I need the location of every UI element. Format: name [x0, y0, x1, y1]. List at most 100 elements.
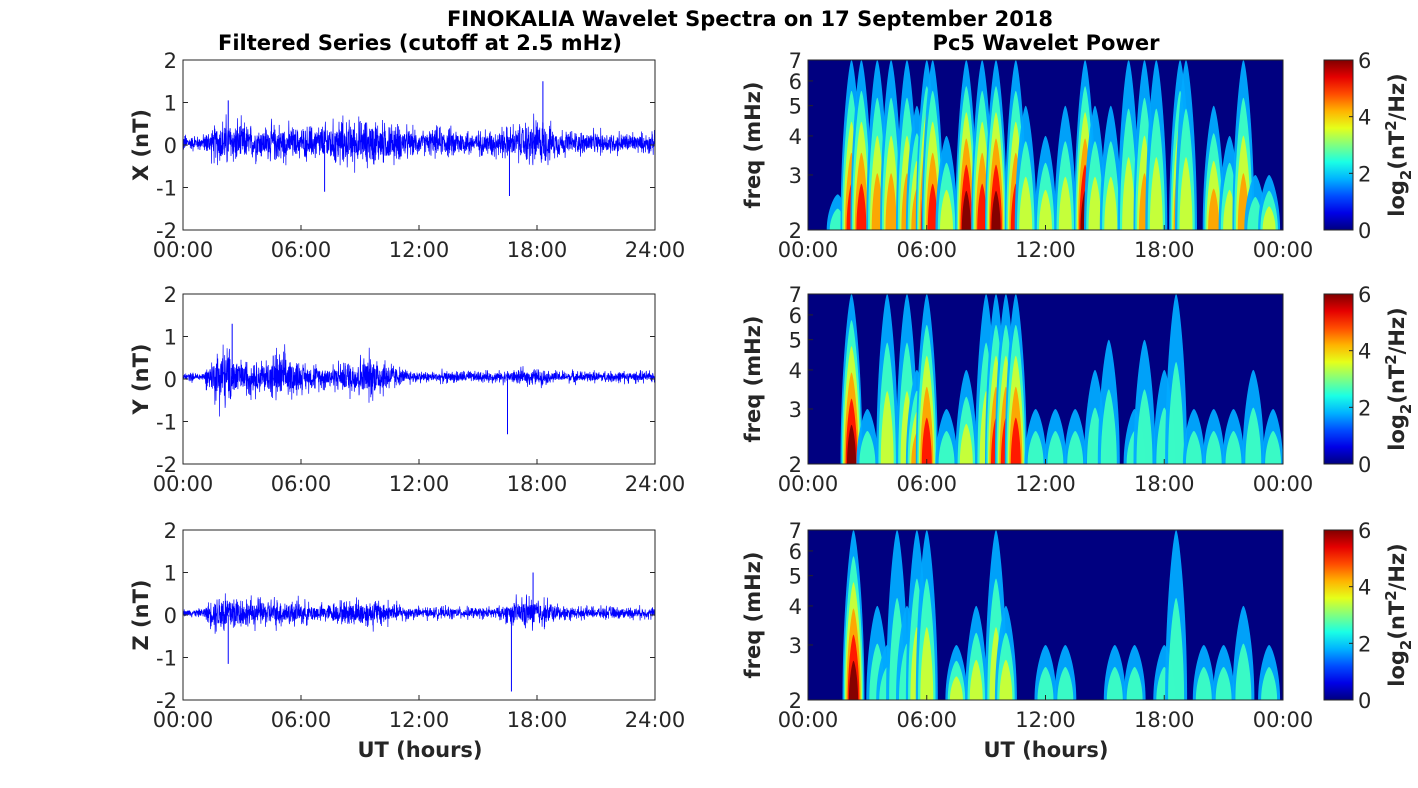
colorbar-label: log2(nT2/Hz) [1382, 73, 1415, 217]
colorbar-tick-label: 2 [1358, 632, 1371, 656]
wavelet-power-level [1067, 431, 1084, 464]
wavelet-power-level [1208, 188, 1220, 230]
wavelet-event [1182, 409, 1205, 464]
wavelet-power-level [856, 183, 867, 230]
colorbar-tick-label: 4 [1358, 576, 1371, 600]
wavelet-event [1024, 409, 1047, 464]
wavelet-event [1232, 605, 1255, 700]
wavelet-event [935, 409, 958, 464]
x-tick-label: 06:00 [271, 472, 332, 496]
wavelet-event [1175, 60, 1197, 230]
x-tick-label: 12:00 [1015, 472, 1076, 496]
wavelet-event [1165, 530, 1188, 700]
wavelet-power-level [885, 173, 897, 230]
wavelet-event [1222, 409, 1245, 464]
series-line-y [182, 344, 656, 417]
wavelet-event [1054, 105, 1077, 230]
series-panel-x: -2 -1 0 1 2 00:00 06:00 12:00 18:00 24:00 X (nT) [129, 49, 685, 262]
freq-tick-label: 2 [789, 689, 802, 713]
colorbar-tick-label: 2 [1358, 162, 1371, 186]
y-tick-label: -1 [156, 177, 177, 201]
x-tick-label: 24:00 [625, 472, 686, 496]
x-tick-label: 06:00 [271, 238, 332, 262]
x-tick-label: 00:00 [153, 708, 214, 732]
wavelet-event [1202, 409, 1225, 464]
colorbar-tick-label: 2 [1358, 396, 1371, 420]
colorbar-tick-label: 0 [1358, 689, 1371, 713]
y-axis-label: Y (nT) [129, 344, 153, 416]
colorbar-gradient [1323, 293, 1354, 465]
wavelet-power-level [1100, 389, 1117, 464]
wavelet-event [915, 530, 938, 700]
freq-tick-label: 7 [789, 49, 802, 73]
wavelet-power-level [1057, 667, 1074, 700]
x-tick-label: 12:00 [1015, 238, 1076, 262]
colorbar-gradient [1323, 59, 1354, 231]
x-tick-label: 12:00 [389, 238, 450, 262]
wavelet-power-level [969, 659, 983, 700]
x-tick-label: 18:00 [1134, 472, 1195, 496]
colorbar-tick-label: 4 [1358, 106, 1371, 130]
x-tick-label: 00:00 [153, 472, 214, 496]
wavelet-event [1258, 645, 1281, 700]
x-tick-label: 18:00 [507, 708, 568, 732]
x-tick-label: 18:00 [507, 238, 568, 262]
y-tick-label: -1 [156, 411, 177, 435]
wavelet-power-level [848, 660, 859, 700]
colorbar-tick-label: 6 [1358, 49, 1371, 73]
wavelet-event [1145, 60, 1168, 230]
wavelet-power-level [1265, 431, 1282, 464]
x-tick-label: 00:00 [1253, 472, 1314, 496]
wavelet-power-level [1037, 667, 1054, 700]
y-tick-label: -2 [156, 219, 177, 243]
series-line-x [182, 113, 656, 173]
freq-tick-label: 6 [789, 304, 802, 328]
wavelet-power-level [961, 190, 971, 230]
freq-tick-label: 4 [789, 595, 802, 619]
x-tick-label: 24:00 [625, 708, 686, 732]
y-tick-label: -2 [156, 689, 177, 713]
wavelet-event [1099, 105, 1122, 230]
freq-tick-label: 6 [789, 70, 802, 94]
wavelet-panel-y: 2 3 4 567 00:00 06:00 12:00 18:00 00:00 freq (mHz… [741, 283, 1313, 496]
wavelet-power-level [1185, 431, 1202, 464]
y-tick-label: 2 [164, 283, 177, 307]
wavelet-event [1202, 105, 1225, 230]
wavelet-power-level [1168, 362, 1185, 464]
x-tick-label: 12:00 [389, 472, 450, 496]
left-column-title: Filtered Series (cutoff at 2.5 mHz) [218, 31, 622, 55]
wavelet-event [856, 409, 879, 464]
wavelet-event [842, 530, 865, 700]
wavelet-event [840, 294, 863, 464]
wavelet-power-level [991, 190, 1001, 230]
wavelet-power-level [880, 391, 894, 464]
x-tick-label: 18:00 [1134, 238, 1195, 262]
y-tick-label: 0 [164, 604, 177, 628]
y-tick-label: 0 [164, 368, 177, 392]
freq-tick-label: 5 [789, 329, 802, 353]
wavelet-event [1044, 409, 1067, 464]
colorbar: 0 2 4 6 log2(nT2/Hz) [1323, 519, 1415, 713]
freq-tick-label: 4 [789, 125, 802, 149]
wavelet-event [1123, 645, 1146, 700]
wavelet-power-level [1261, 667, 1278, 700]
x-tick-label: 06:00 [896, 708, 957, 732]
wavelet-power-level [859, 431, 876, 464]
freq-axis-label: freq (mHz) [741, 316, 765, 443]
colorbar: 0 2 4 6 log2(nT2/Hz) [1323, 283, 1415, 477]
wavelet-power-level [1179, 157, 1193, 230]
x-tick-label: 00:00 [1253, 238, 1314, 262]
wavelet-power-level [1122, 157, 1136, 230]
freq-tick-label: 2 [789, 453, 802, 477]
wavelet-event [1103, 645, 1126, 700]
wavelet-power-level [1168, 598, 1185, 700]
freq-axis-label: freq (mHz) [741, 552, 765, 679]
wavelet-power-level [1235, 643, 1252, 700]
freq-tick-label: 3 [789, 634, 802, 658]
wavelet-event [1212, 645, 1235, 700]
freq-tick-label: 7 [789, 519, 802, 543]
left-x-axis-label: UT (hours) [357, 738, 482, 762]
wavelet-power-level [1225, 431, 1242, 464]
wavelet-event [1242, 369, 1265, 464]
y-tick-label: 2 [164, 49, 177, 73]
